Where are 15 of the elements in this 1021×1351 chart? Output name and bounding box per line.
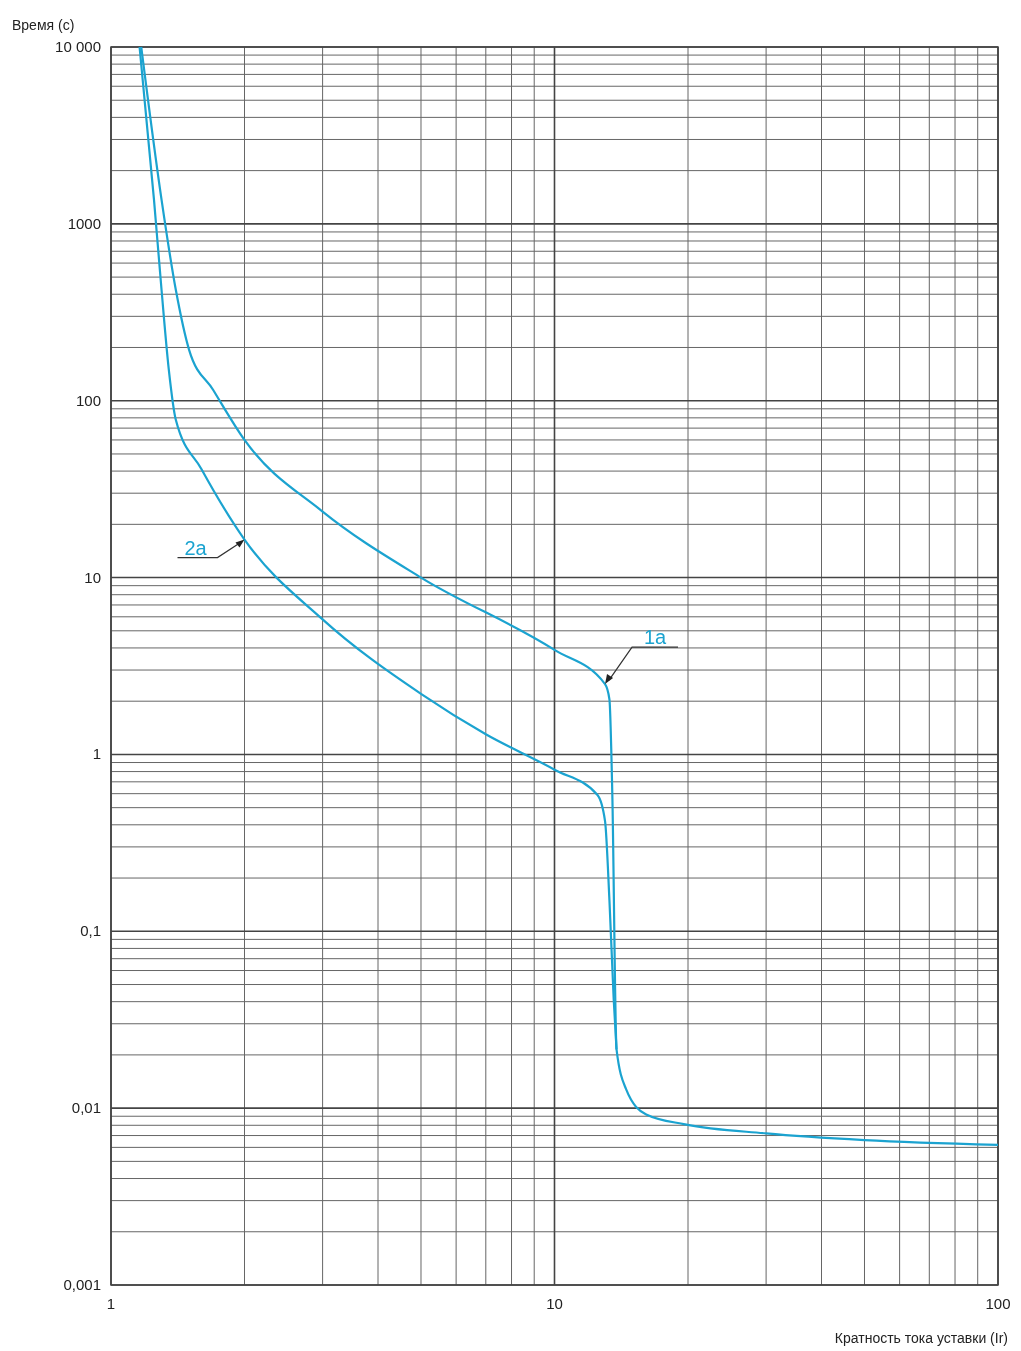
x-axis-title: Кратность тока уставки (Ir)	[834, 1330, 1008, 1346]
annotation: 1a	[643, 626, 668, 649]
y-tick-label: 0,01	[71, 1099, 101, 1117]
y-tick-label: 10 000	[55, 38, 101, 55]
y-tick-label: 0,1	[80, 922, 101, 940]
y-tick-label: 100	[75, 391, 101, 409]
y-tick-label: 0,001	[63, 1276, 101, 1293]
y-tick-label: 1000	[67, 214, 101, 232]
x-tick-label: 1	[106, 1295, 116, 1312]
x-tick-label: 10	[546, 1295, 563, 1312]
y-tick-label: 1	[92, 745, 101, 763]
y-axis-title: Время (с)	[12, 17, 75, 33]
x-tick-label: 100	[985, 1295, 1011, 1312]
annotation: 2a	[184, 536, 208, 559]
y-tick-label: 10	[84, 568, 101, 586]
